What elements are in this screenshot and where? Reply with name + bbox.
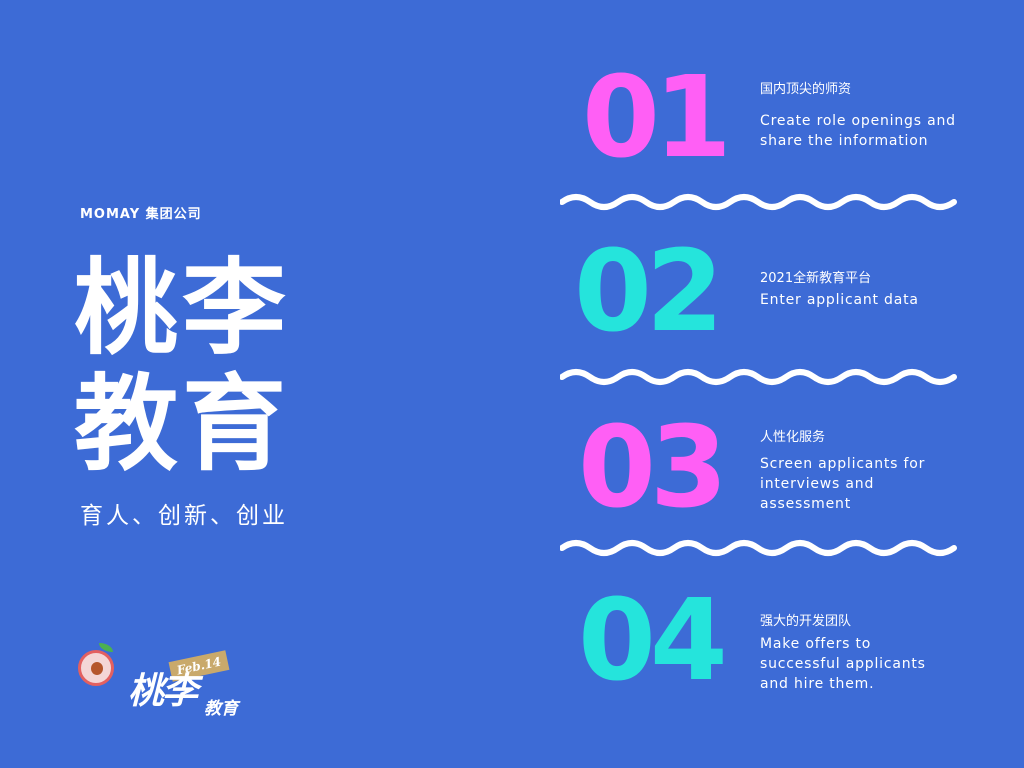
step-desc-03-line: assessment [760, 496, 851, 512]
slogan: 育人、创新、创业 [80, 503, 288, 529]
step-desc-04: Make offers to successful applicants and… [760, 634, 990, 694]
step-desc-02-line: Enter applicant data [760, 292, 919, 308]
wave-divider-3 [560, 540, 957, 556]
step-desc-01-line: Create role openings and [760, 113, 956, 129]
brand-logo: Feb.14 桃李 教育 [74, 638, 254, 738]
step-number-02: 02 [574, 227, 724, 357]
step-desc-01-line: share the information [760, 133, 929, 149]
main-title-line-1: 桃李 [74, 247, 291, 369]
wave-divider-2 [560, 369, 957, 385]
step-desc-04-line: successful applicants [760, 656, 926, 672]
logo-text-small: 教育 [204, 699, 238, 719]
step-title-04: 强大的开发团队 [760, 614, 852, 629]
step-number-01: 01 [582, 53, 732, 183]
peach-icon [78, 643, 114, 686]
main-title: 桃李 教育 [74, 250, 334, 482]
step-desc-01: Create role openings and share the infor… [760, 111, 990, 151]
step-desc-04-line: Make offers to [760, 636, 872, 652]
step-title-03: 人性化服务 [760, 430, 826, 445]
wave-divider-1 [560, 194, 957, 210]
step-desc-02: Enter applicant data [760, 290, 990, 310]
step-desc-03: Screen applicants for interviews and ass… [760, 454, 990, 514]
logo-text-big: 桃李 [128, 670, 198, 712]
company-name: MOMAY 集团公司 [80, 207, 202, 222]
step-desc-04-line: and hire them. [760, 676, 875, 692]
main-title-line-2: 教育 [74, 363, 291, 485]
step-title-01: 国内顶尖的师资 [760, 82, 852, 97]
step-desc-03-line: interviews and [760, 476, 875, 492]
step-title-02: 2021全新教育平台 [760, 271, 872, 286]
step-desc-03-line: Screen applicants for [760, 456, 926, 472]
step-number-04: 04 [578, 576, 728, 706]
step-number-03: 03 [578, 403, 728, 533]
